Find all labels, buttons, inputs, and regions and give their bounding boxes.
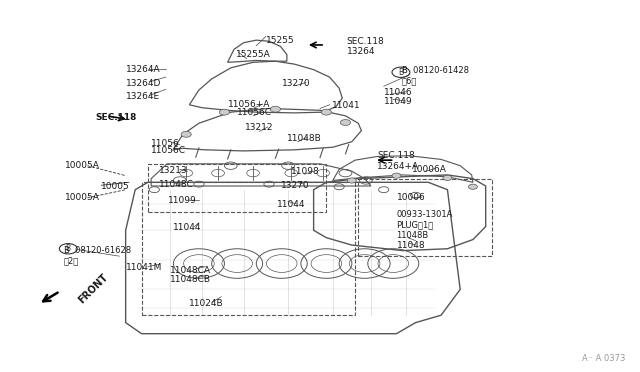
Text: SEC.118
13264+A: SEC.118 13264+A [378, 151, 419, 171]
Text: B: B [398, 68, 403, 77]
Circle shape [392, 173, 401, 178]
Text: 15255A: 15255A [236, 51, 271, 60]
Text: 13212: 13212 [245, 123, 273, 132]
Text: 10006: 10006 [396, 193, 425, 202]
Text: 11048B: 11048B [287, 134, 322, 142]
Text: 13264D: 13264D [125, 79, 161, 88]
Text: 11056+A: 11056+A [228, 100, 270, 109]
Text: 13264E: 13264E [125, 92, 160, 101]
Text: 11049: 11049 [384, 97, 412, 106]
Text: 11048CA: 11048CA [170, 266, 211, 275]
Text: 13213: 13213 [159, 166, 188, 175]
Text: 10005: 10005 [101, 182, 130, 191]
Text: 15255: 15255 [266, 36, 294, 45]
Text: 11056C: 11056C [151, 147, 186, 155]
Text: 10005A: 10005A [65, 161, 100, 170]
Circle shape [340, 119, 351, 125]
Circle shape [220, 109, 230, 115]
Text: 11044: 11044 [173, 223, 202, 232]
Text: 13264A: 13264A [125, 65, 160, 74]
Text: 00933-1301A
PLUG（1）
11048B: 00933-1301A PLUG（1） 11048B [396, 210, 453, 240]
Text: 11046: 11046 [384, 89, 412, 97]
Text: 11044: 11044 [276, 200, 305, 209]
Text: 13270: 13270 [282, 79, 310, 88]
Text: 11099: 11099 [168, 196, 197, 205]
Text: 11041: 11041 [332, 101, 360, 110]
Text: 11048C: 11048C [159, 180, 195, 189]
Text: 11048: 11048 [396, 241, 425, 250]
Text: SEC.118: SEC.118 [96, 113, 137, 122]
Text: SEC.118
13264: SEC.118 13264 [347, 37, 385, 56]
Circle shape [181, 131, 191, 137]
Circle shape [348, 178, 356, 183]
Text: 11048CB: 11048CB [170, 275, 211, 283]
Text: B: B [66, 244, 71, 253]
Text: A·· A 0373: A·· A 0373 [582, 354, 626, 363]
Text: 11041M: 11041M [125, 263, 162, 272]
Circle shape [321, 109, 332, 115]
Text: 11056: 11056 [151, 139, 180, 148]
Text: 11098: 11098 [291, 167, 320, 176]
Text: 11056C: 11056C [237, 108, 272, 118]
Text: 11024B: 11024B [189, 299, 224, 308]
Text: 10005A: 10005A [65, 193, 100, 202]
Circle shape [443, 175, 452, 180]
Text: 10006A: 10006A [412, 165, 447, 174]
Text: B  08120-61628
（2）: B 08120-61628 （2） [64, 246, 131, 265]
Text: 13270: 13270 [280, 181, 309, 190]
Text: B  08120-61428
（6）: B 08120-61428 （6） [401, 66, 468, 86]
Circle shape [270, 106, 280, 112]
Circle shape [468, 184, 477, 189]
Text: FRONT: FRONT [77, 272, 110, 305]
